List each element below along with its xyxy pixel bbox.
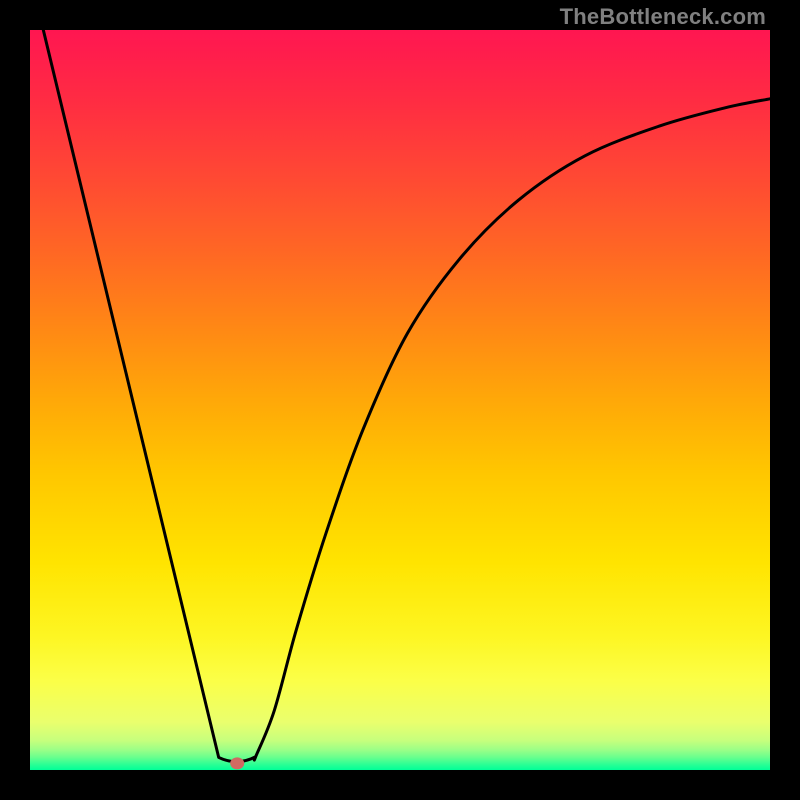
plot-area: [30, 30, 770, 770]
watermark-text: TheBottleneck.com: [560, 4, 766, 30]
stage: TheBottleneck.com: [0, 0, 800, 800]
minimum-marker: [230, 757, 244, 769]
bottleneck-curve: [30, 30, 770, 770]
